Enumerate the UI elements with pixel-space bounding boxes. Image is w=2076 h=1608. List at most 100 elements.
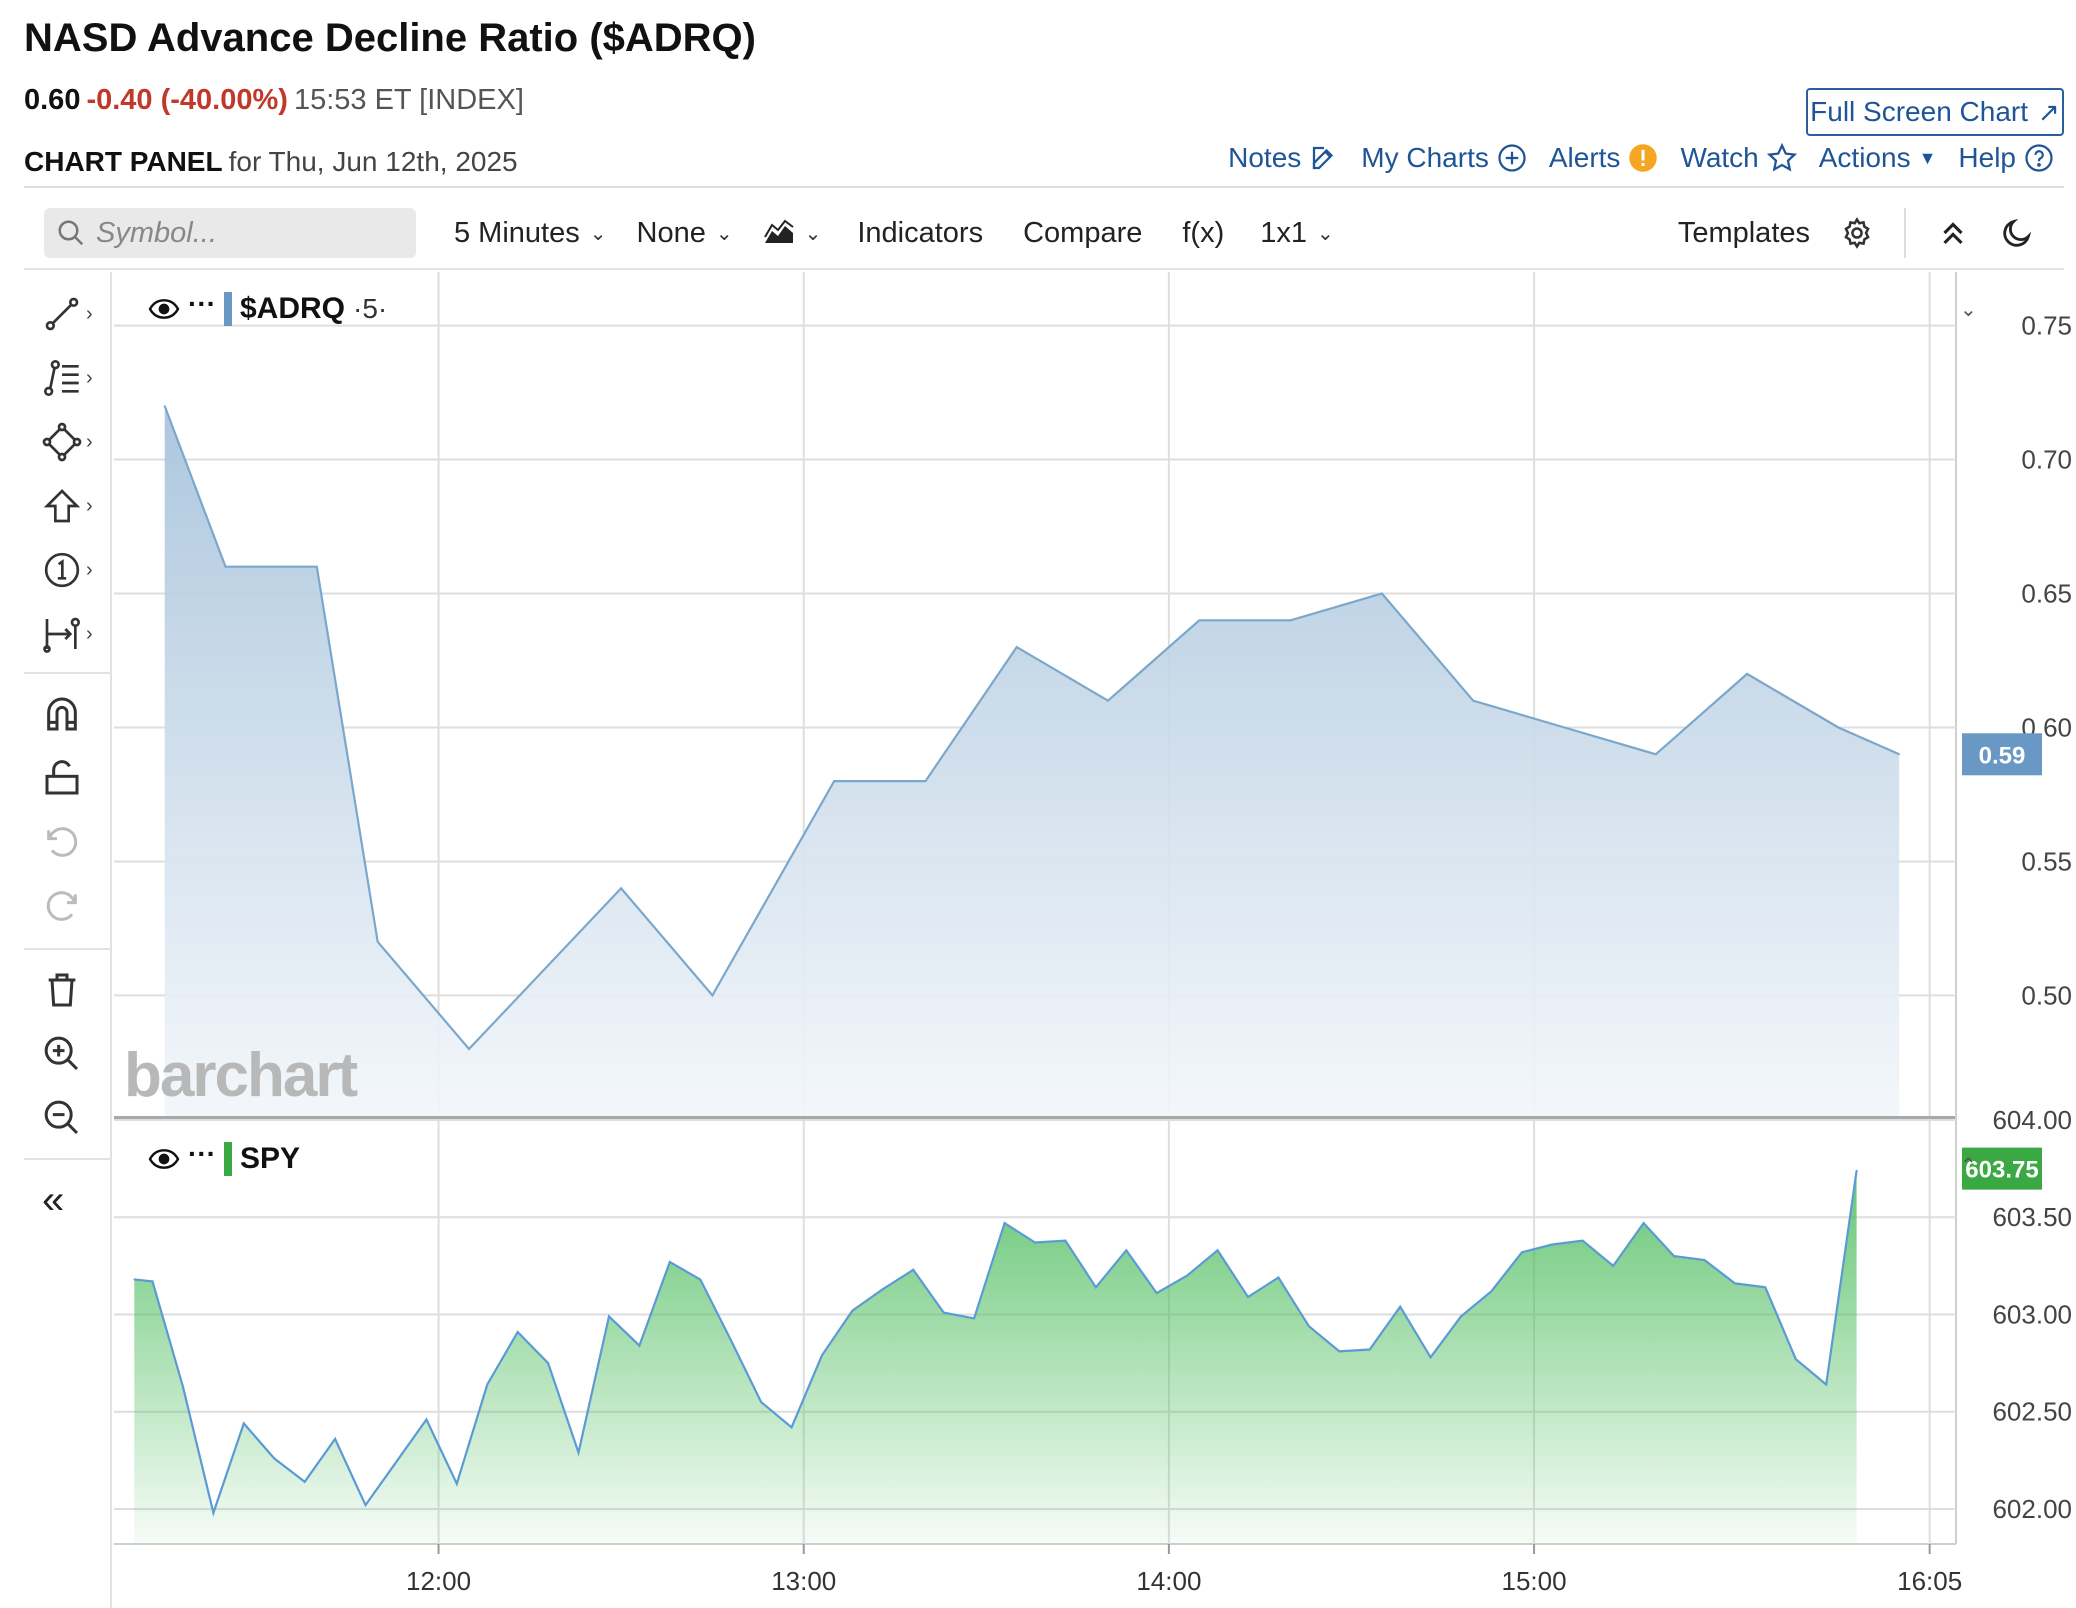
layout-select[interactable]: 1x1 ⌄ [1260,217,1334,250]
data-point [1381,592,1383,595]
zoom-in-icon [44,1036,79,1071]
eye-icon[interactable] [148,293,180,325]
number-marker-icon [44,552,80,588]
header-divider [24,186,2064,188]
fibonacci-icon [44,360,79,396]
symbol-input[interactable]: Symbol... [96,216,217,249]
data-point [924,780,927,782]
magnet-icon [47,697,77,731]
more-options-icon[interactable]: ··· [188,1138,216,1169]
data-point [303,1480,306,1483]
arrow-up-icon [43,489,81,523]
data-point [1216,1249,1219,1252]
my-charts-link[interactable]: My Charts [1361,142,1527,174]
tools-divider [24,672,112,674]
measure-tool[interactable]: › [42,612,102,656]
actions-menu[interactable]: Actions ▼ [1819,142,1937,174]
data-point [1825,1383,1827,1386]
delete-drawings-button[interactable] [42,968,102,1012]
fib-tool[interactable]: › [42,356,102,400]
last-value-label: 0.59 [1979,742,2026,769]
alert-icon [1629,144,1658,172]
x-tick-label: 16:05 [1897,1566,1962,1596]
lock-tool[interactable] [42,756,102,800]
help-link[interactable]: Help [1958,142,2054,174]
plus-circle-icon [1498,144,1526,172]
gear-icon[interactable] [1840,216,1874,250]
chart-canvas[interactable]: 12:00 13:00 14:00 15:00 16:050.750.700.650.6… [114,272,2076,1608]
data-point [133,1278,136,1281]
data-point [1551,1243,1554,1246]
search-icon [58,220,84,246]
chevron-down-icon: ⌄ [715,222,733,245]
data-point [1155,1292,1158,1294]
notes-label: Notes [1228,142,1302,173]
arrow-tool[interactable]: › [42,484,102,528]
axis-chevron-down-icon: ⌄ [1960,297,1977,321]
eye-icon[interactable] [148,1143,180,1175]
toolbar-divider [24,268,2064,270]
my-charts-label: My Charts [1361,142,1489,173]
page-title: NASD Advance Decline Ratio ($ADRQ) [24,16,756,60]
alerts-label: Alerts [1548,142,1621,173]
trendline-tool[interactable]: › [42,292,102,336]
series-color-marker [223,292,232,326]
x-tick-label: 14:00 [1136,1566,1201,1596]
shapes-tool[interactable]: › [42,420,102,464]
collapse-up-icon[interactable] [1936,216,1970,250]
templates-button[interactable]: Templates [1677,216,1810,249]
top-links: Notes My Charts Alerts Watch Actions ▼ H… [1228,142,2054,174]
barchart-watermark: barchart [124,1041,358,1110]
magnet-tool[interactable] [42,692,102,736]
last-price: 0.60 [24,84,81,116]
data-point [1581,1239,1584,1242]
fx-button[interactable]: f(x) [1182,217,1224,250]
redo-button[interactable] [42,884,102,928]
annotation-tool[interactable]: › [42,548,102,592]
data-point [1642,1222,1645,1224]
spy-series-line [134,1170,1858,1517]
y-tick-label: 0.65 [2021,579,2072,609]
alerts-link[interactable]: Alerts [1549,142,1659,174]
undo-icon [47,827,78,857]
y-tick-label: 603.50 [1992,1202,2072,1232]
price-change: -0.40 (-40.00%) [86,84,288,116]
chevron-right-icon: › [86,366,93,389]
data-point [1289,619,1292,622]
compare-button[interactable]: Compare [1023,217,1142,250]
data-point [1003,1222,1006,1224]
indicators-button[interactable]: Indicators [857,217,983,250]
zoom-out-button[interactable] [42,1096,102,1140]
data-point [1837,726,1840,729]
interval-select[interactable]: 5 Minutes ⌄ [454,217,607,250]
undo-button[interactable] [42,820,102,864]
overlay-select[interactable]: None ⌄ [637,217,733,250]
data-point [1654,753,1657,756]
help-icon [2025,144,2053,172]
axis-chevron-up-icon: ⌃ [1960,1153,1977,1177]
data-point [1734,1282,1736,1285]
dark-mode-icon[interactable] [2000,216,2034,250]
data-point [882,1288,884,1291]
collapse-sidebar-button[interactable]: « [42,1178,102,1222]
unlock-icon [45,760,79,795]
tools-divider [24,1158,112,1160]
more-options-icon[interactable]: ··· [188,288,216,319]
data-point [1107,699,1109,702]
data-point [1764,1286,1767,1289]
symbol-search[interactable]: Symbol... [44,208,416,258]
trendline-icon [45,297,79,331]
y-tick-label: 603.00 [1992,1299,2072,1329]
data-point [456,1482,458,1485]
data-point [1277,1276,1280,1279]
watch-link[interactable]: Watch [1680,142,1797,174]
y-tick-label: 602.50 [1992,1397,2072,1427]
zoom-in-button[interactable] [42,1032,102,1076]
chart-type-select[interactable]: ⌄ [763,219,821,247]
data-point [711,994,714,997]
actions-label: Actions [1818,142,1911,173]
drawing-tools-sidebar: › › › › › › « [24,272,112,1608]
measure-icon [43,617,81,653]
full-screen-chart-button[interactable]: Full Screen Chart ↗ [1806,88,2064,136]
notes-link[interactable]: Notes [1228,142,1339,174]
